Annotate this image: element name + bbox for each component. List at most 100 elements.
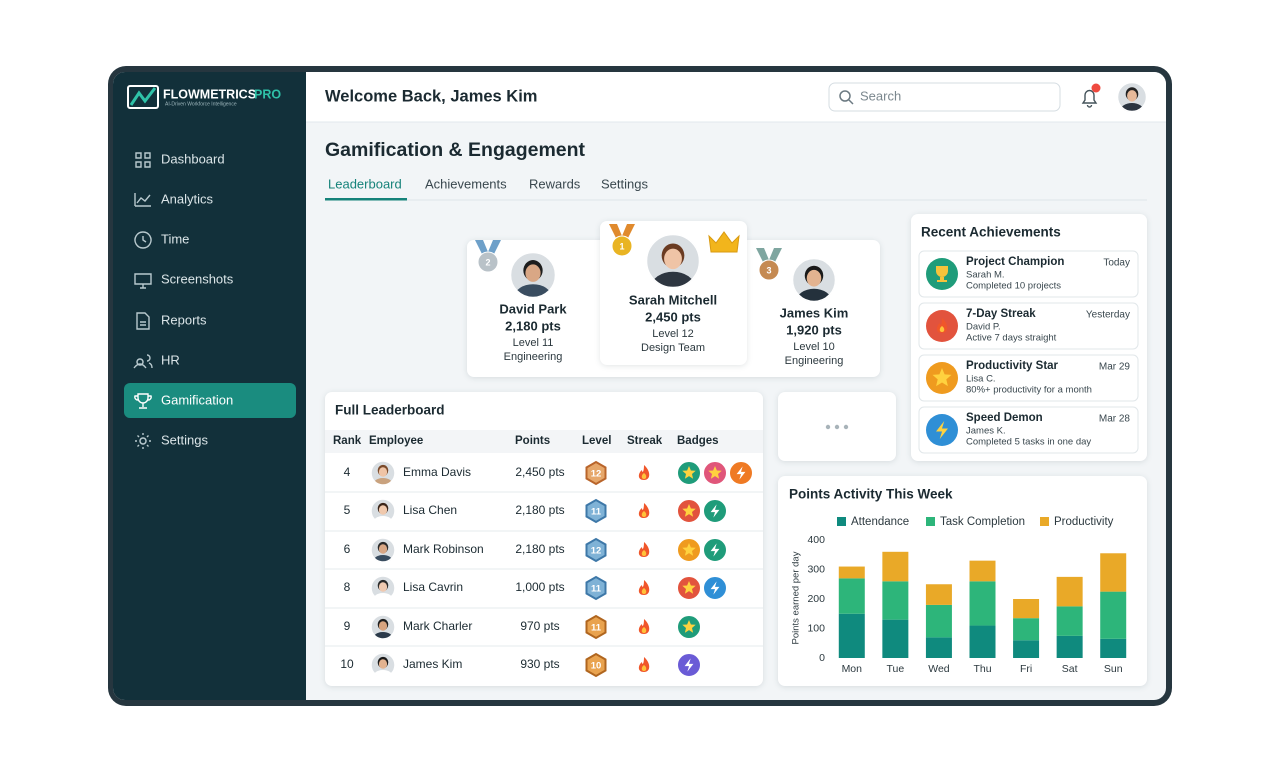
- tab[interactable]: Settings: [601, 176, 648, 191]
- search-box[interactable]: Search: [828, 82, 1061, 112]
- nav-icon: [135, 433, 151, 449]
- streak-flame-core: [641, 473, 647, 479]
- row-points: 1,000 pts: [515, 580, 564, 594]
- nav-label: Settings: [161, 432, 208, 447]
- tab[interactable]: Achievements: [425, 176, 507, 191]
- row-name: Emma Davis: [403, 465, 471, 479]
- podium-level: Level 11: [513, 337, 554, 349]
- bar-segment: [969, 560, 996, 582]
- achievements-title: Recent Achievements: [921, 225, 1061, 240]
- star-glyph: [932, 368, 952, 387]
- podium-name: James Kim: [780, 305, 849, 320]
- achievement-item: Speed Demon Mar 28 James K.Completed 5 tas…: [918, 406, 1139, 454]
- bell-icon: [1081, 89, 1098, 108]
- bolt-glyph: [936, 421, 948, 439]
- bar-segment: [1056, 576, 1083, 607]
- podium-entry: 2 David Park 2,180 pts Level 11 Engineering: [475, 240, 567, 363]
- bell-dot: [1091, 83, 1101, 93]
- y-axis-label: Points earned per day: [791, 551, 802, 644]
- podium-points: 2,450 pts: [645, 309, 701, 324]
- leaderboard-bg: [325, 392, 763, 686]
- podium-entry: 1 Sarah Mitchell 2,450 pts Level 12 Design T…: [609, 224, 717, 354]
- bar-segment: [1100, 638, 1127, 658]
- tab[interactable]: Leaderboard: [328, 176, 402, 191]
- nav-item[interactable]: Screenshots: [134, 271, 234, 289]
- nav-icon: [134, 393, 152, 409]
- badge-glyph: [682, 543, 696, 556]
- nav-item[interactable]: HR: [133, 352, 180, 369]
- streak-flame: [638, 542, 650, 557]
- nav-item[interactable]: Settings: [135, 432, 208, 449]
- notification-bell[interactable]: [1081, 83, 1101, 108]
- legend-label: Task Completion: [940, 516, 1025, 528]
- avatar-face: [378, 467, 388, 477]
- streak-flame-core: [641, 665, 647, 671]
- bar-segment: [969, 581, 996, 626]
- nav-icon: [134, 231, 152, 249]
- avatar-ring: [370, 575, 396, 601]
- tab[interactable]: Rewards: [529, 176, 581, 191]
- level-hex: [585, 460, 607, 486]
- streak-flame: [638, 657, 650, 672]
- legend-swatch: [837, 517, 846, 526]
- leaderboard-title: Full Leaderboard: [335, 403, 445, 418]
- search-field: [828, 82, 1061, 112]
- nav-label: Dashboard: [161, 151, 225, 166]
- podium-level: Level 10: [793, 341, 835, 353]
- medal-rank: 2: [485, 257, 490, 267]
- row-name: James Kim: [403, 657, 462, 671]
- nav-label: Reports: [161, 312, 207, 327]
- bar-segment: [1100, 553, 1127, 592]
- achievement-item: Productivity Star Mar 29 Lisa C.80%+ produ…: [918, 354, 1139, 402]
- brand-tagline: AI-Driven Workforce Intelligence: [165, 101, 237, 107]
- column-header: Points: [515, 435, 550, 447]
- avatar-ring: [370, 460, 396, 486]
- badge-glyph: [682, 620, 696, 633]
- nav-item[interactable]: Time: [134, 231, 189, 249]
- avatar-ring: [1116, 81, 1148, 113]
- row-rank: 10: [340, 657, 354, 671]
- leaderboard-row: 5 Lisa Chen 2,180 pts 11: [325, 491, 763, 524]
- bar-segment: [882, 581, 909, 620]
- streak-flame-core: [641, 550, 647, 556]
- bar-segment: [925, 637, 952, 658]
- row-points: 2,180 pts: [515, 542, 564, 556]
- nav-label: HR: [161, 352, 180, 367]
- badge-glyph: [736, 466, 746, 480]
- avatar-face: [378, 505, 388, 515]
- level-hex: [585, 652, 607, 678]
- achievement-box: [918, 250, 1139, 298]
- legend-swatch: [926, 517, 935, 526]
- row-rank: 9: [344, 619, 351, 633]
- achievement-box: [918, 354, 1139, 402]
- nav-item[interactable]: Gamification: [124, 383, 296, 418]
- medal: [611, 235, 633, 257]
- streak-flame: [638, 580, 650, 595]
- level-hex: [585, 614, 607, 640]
- podium-points: 2,180 pts: [505, 318, 561, 333]
- more-dot: [825, 424, 831, 430]
- avatar-face: [664, 248, 682, 270]
- achievement-date: Mar 29: [1099, 362, 1131, 373]
- podium-points: 1,920 pts: [786, 322, 842, 337]
- avatar-ring: [370, 498, 396, 524]
- row-level: 11: [591, 507, 602, 518]
- nav-item[interactable]: Analytics: [134, 191, 214, 207]
- leaderboard-card: Full Leaderboard Rank Employee Points Level S…: [325, 392, 763, 686]
- medal-ribbon: [475, 240, 501, 258]
- trophy-glyph: [936, 266, 948, 282]
- streak-flame-core: [939, 326, 945, 332]
- nav-item[interactable]: Dashboard: [135, 151, 225, 168]
- medal-rank: 3: [766, 265, 771, 275]
- bar-segment: [838, 578, 865, 614]
- achievement-title: Speed Demon: [966, 412, 1043, 424]
- avatar-face: [378, 621, 388, 631]
- row-name: Mark Robinson: [403, 542, 484, 556]
- podium-card-first: [600, 221, 747, 365]
- level-hex: [585, 575, 607, 601]
- podium-name: David Park: [499, 301, 567, 316]
- bar-segment: [882, 551, 909, 582]
- nav-item[interactable]: Reports: [136, 312, 207, 330]
- table-header-bg: [325, 430, 763, 453]
